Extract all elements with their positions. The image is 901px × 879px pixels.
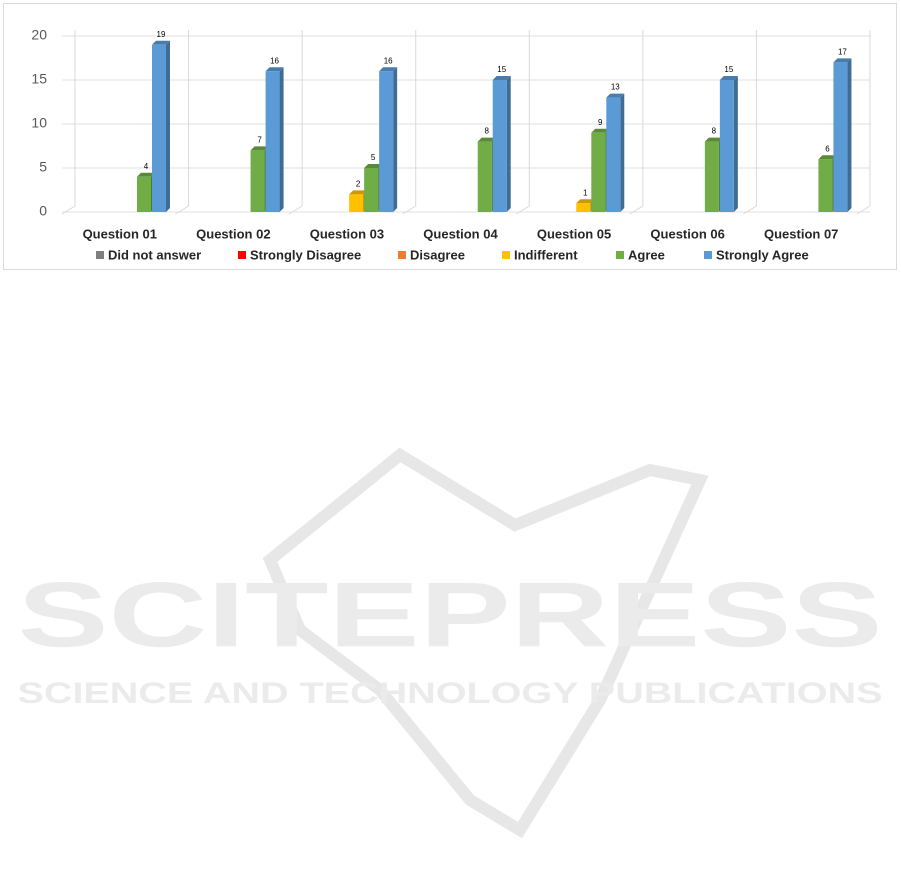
watermark-subtitle: SCIENCE AND TECHNOLOGY PUBLICATIONS (18, 677, 883, 710)
x-tick-label: Question 03 (310, 226, 384, 241)
bar-side (847, 58, 852, 213)
legend-swatch (96, 251, 104, 259)
x-tick-label: Question 05 (537, 226, 611, 241)
band-divider (61, 30, 76, 215)
data-label: 13 (611, 83, 620, 92)
bar (576, 203, 591, 212)
bar (492, 80, 507, 212)
data-label: 8 (712, 127, 717, 136)
bar (591, 132, 606, 212)
band-divider (516, 30, 530, 215)
bar-top (704, 137, 723, 142)
bar (606, 97, 621, 212)
y-tick-label: 20 (31, 27, 47, 43)
bar-top (833, 58, 852, 63)
data-label: 9 (598, 118, 603, 127)
bar-side (733, 76, 738, 212)
legend-swatch (704, 251, 712, 259)
legend-swatch (502, 251, 510, 259)
bar-top (379, 67, 398, 72)
bar-top (152, 40, 170, 45)
data-label: 4 (144, 162, 149, 171)
data-label: 6 (825, 144, 830, 153)
legend-label: Did not answer (108, 247, 201, 262)
data-label: 1 (583, 188, 588, 197)
bar-top (719, 76, 738, 80)
data-label: 8 (484, 127, 489, 136)
x-tick-label: Question 02 (196, 226, 270, 241)
legend-swatch (616, 251, 624, 259)
x-tick-label: Question 01 (83, 226, 157, 241)
bar (477, 141, 492, 212)
data-label: 17 (838, 48, 847, 57)
watermark-logo (262, 447, 709, 839)
bar (719, 80, 734, 212)
bar (250, 150, 265, 212)
data-label: 15 (497, 65, 506, 74)
watermark: SCITEPRESS SCIENCE AND TECHNOLOGY PUBLIC… (18, 447, 883, 839)
band-divider (175, 30, 190, 215)
bar-top (818, 155, 837, 160)
legend-swatch (238, 251, 246, 259)
data-label: 16 (384, 56, 393, 65)
bar (265, 71, 280, 212)
data-label: 2 (356, 180, 361, 189)
y-tick-label: 0 (39, 203, 47, 219)
y-tick-label: 15 (31, 71, 47, 87)
legend-label: Agree (628, 247, 665, 262)
legend-swatch (398, 251, 406, 259)
bar-top (591, 128, 610, 133)
legend-label: Strongly Agree (716, 247, 809, 262)
bar (152, 44, 166, 212)
band-divider (402, 30, 417, 215)
bar-top (250, 146, 269, 151)
bar-top (477, 137, 496, 142)
data-label: 19 (157, 30, 166, 39)
bar-top (606, 93, 625, 98)
data-label: 15 (724, 65, 733, 74)
bar (704, 141, 719, 212)
band-divider (629, 30, 644, 215)
bar-side (166, 40, 170, 212)
bar-side (279, 67, 284, 212)
bar (818, 159, 833, 212)
bar-side (620, 93, 625, 212)
bar (349, 194, 364, 212)
x-tick-label: Question 06 (650, 226, 724, 241)
legend-label: Indifferent (514, 247, 578, 262)
bar-side (393, 67, 398, 212)
bar-top (576, 199, 595, 204)
data-label: 7 (257, 136, 262, 145)
y-tick-label: 5 (39, 159, 47, 175)
bar (833, 62, 848, 213)
bar-top (137, 172, 155, 177)
bar-top (492, 76, 511, 80)
legend-label: Disagree (410, 247, 465, 262)
bar (379, 71, 394, 212)
bar-side (506, 76, 511, 212)
bar-top (349, 190, 368, 195)
band-divider (743, 30, 757, 215)
bar-top (364, 164, 383, 168)
legend-label: Strongly Disagree (250, 247, 361, 262)
data-label: 16 (270, 56, 279, 65)
bar (137, 176, 151, 212)
data-label: 5 (371, 153, 376, 162)
band-divider (856, 30, 871, 215)
x-tick-label: Question 07 (764, 226, 838, 241)
watermark-title: SCITEPRESS (18, 564, 883, 666)
x-tick-label: Question 04 (423, 226, 498, 241)
band-divider (288, 30, 303, 215)
bar (364, 168, 379, 212)
y-tick-label: 10 (31, 115, 47, 131)
bar-top (265, 67, 284, 72)
